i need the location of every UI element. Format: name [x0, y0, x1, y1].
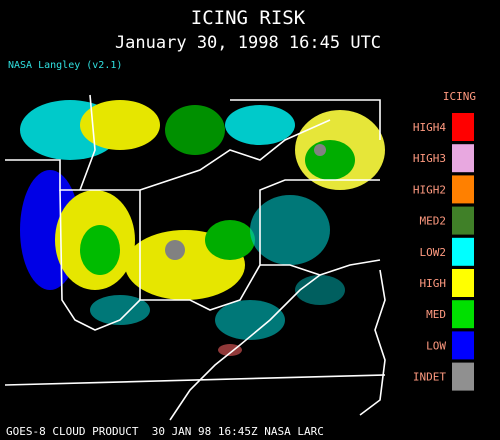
legend-swatch	[452, 113, 474, 141]
credit: NASA Langley (v2.1)	[8, 60, 122, 71]
legend-swatch	[452, 331, 474, 360]
title: ICING RISK	[191, 7, 306, 29]
legend-swatch	[452, 206, 474, 235]
legend-label: INDET	[413, 371, 446, 384]
legend-label: HIGH4	[413, 121, 446, 134]
legend-swatch	[452, 362, 474, 391]
legend: HIGH4 HIGH3 HIGH2 MED2 LOW2 HIGH MED LOW INDET	[413, 113, 474, 391]
legend-label: LOW	[426, 339, 446, 352]
legend-swatch	[452, 144, 474, 173]
legend-label: HIGH	[420, 277, 447, 290]
legend-swatch	[452, 269, 474, 297]
legend-label: HIGH2	[413, 183, 446, 196]
legend-label: HIGH3	[413, 152, 446, 165]
legend-swatch	[452, 237, 474, 266]
satellite-map	[4, 94, 386, 421]
legend-label: LOW2	[420, 246, 447, 259]
legend-swatch	[452, 175, 474, 204]
subtitle: January 30, 1998 16:45 UTC	[115, 33, 381, 53]
legend-label: MED	[426, 308, 446, 321]
legend-swatch	[452, 300, 474, 329]
legend-title: ICING	[443, 90, 476, 103]
footer: GOES-8 CLOUD PRODUCT 30 JAN 98 16:45Z NA…	[6, 425, 324, 438]
legend-label: MED2	[420, 215, 447, 228]
